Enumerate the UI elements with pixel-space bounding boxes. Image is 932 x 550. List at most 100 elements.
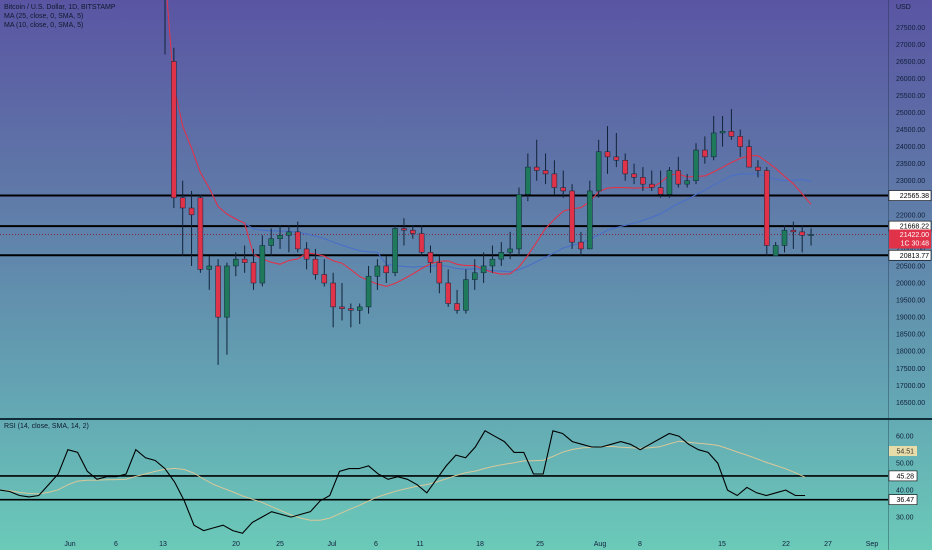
- x-tick-label: 25: [536, 541, 544, 548]
- level-price-label: 20813.77: [900, 253, 929, 260]
- candle-down: [445, 282, 451, 304]
- candle-down: [348, 308, 354, 311]
- candle-up: [480, 265, 487, 274]
- candle-up: [498, 252, 505, 260]
- candle-down: [675, 170, 682, 185]
- price-tick-label: 23000.00: [896, 178, 925, 185]
- last-price-label: 21422.00: [900, 232, 929, 239]
- price-tick-label: 18000.00: [896, 349, 925, 356]
- candle-down: [197, 197, 204, 270]
- x-tick-label: Aug: [594, 541, 607, 548]
- price-tick-label: 27500.00: [896, 25, 925, 32]
- price-pane[interactable]: [0, 0, 888, 365]
- candle-down: [755, 166, 761, 171]
- candle-up: [693, 149, 699, 181]
- x-tick-label: 6: [374, 541, 378, 548]
- candle-down: [303, 248, 310, 260]
- candle-up: [463, 279, 469, 311]
- countdown-label: 1C 30:48: [901, 241, 930, 248]
- candle-down: [702, 149, 708, 158]
- price-tick-label: 17500.00: [896, 366, 925, 373]
- x-tick-label: Jun: [64, 541, 75, 548]
- rsi-tick-label: 50.00: [896, 461, 914, 468]
- candle-up: [684, 180, 690, 185]
- rsi-ma-tag: [889, 445, 917, 456]
- price-tick-label: 20500.00: [896, 263, 925, 270]
- candle-down: [578, 241, 584, 250]
- level-price-tag: [888, 249, 932, 261]
- candle-down: [604, 151, 611, 158]
- candle-down: [737, 136, 743, 147]
- candle-down: [410, 229, 416, 234]
- price-tick-label: 20000.00: [896, 281, 925, 288]
- candle-up: [259, 245, 266, 284]
- x-tick-label: Sep: [866, 541, 879, 548]
- price-tick-label: 25500.00: [896, 93, 925, 100]
- x-tick-label: 27: [824, 541, 832, 548]
- candle-down: [613, 156, 620, 161]
- candle-down: [215, 265, 221, 318]
- candle-up: [516, 194, 522, 250]
- rsi-line: [0, 430, 806, 534]
- price-tick-label: 16500.00: [896, 400, 925, 407]
- candle-down: [418, 233, 425, 253]
- candle-up: [286, 231, 292, 236]
- price-tick-label: 17000.00: [896, 383, 925, 390]
- price-tick-label: 26000.00: [896, 76, 925, 83]
- price-tick-label: 18500.00: [896, 332, 925, 339]
- price-tick-label: 19000.00: [896, 315, 925, 322]
- candle-down: [241, 258, 248, 263]
- rsi-tick-label: 60.00: [896, 434, 914, 441]
- candle-up: [489, 258, 496, 267]
- ma-10-legend: MA (10, close, 0, SMA, 5): [4, 22, 84, 29]
- rsi-level-label: 45.28: [896, 473, 914, 480]
- candle-up: [233, 258, 239, 267]
- x-tick-label: 18: [476, 541, 484, 548]
- candle-down: [436, 262, 443, 284]
- candle-down: [790, 229, 797, 233]
- price-tick-label: 22000.00: [896, 212, 925, 219]
- rsi-tick-label: 30.00: [896, 515, 914, 522]
- candle-up: [666, 170, 673, 195]
- x-tick-label: 15: [718, 541, 726, 548]
- candle-up: [587, 190, 593, 250]
- candle-up: [719, 131, 726, 134]
- candle-down: [250, 262, 257, 284]
- x-tick-label: 20: [232, 541, 240, 548]
- ma-10-line: [166, 0, 812, 287]
- x-tick-label: 11: [416, 541, 423, 548]
- rsi-level-tag: [888, 470, 918, 482]
- candle-up: [781, 229, 788, 246]
- x-tick-label: Jul: [328, 541, 337, 548]
- candle-up: [595, 151, 602, 192]
- ma-25-line: [166, 0, 812, 273]
- pane-separator[interactable]: [0, 418, 932, 420]
- rsi-pane[interactable]: [0, 430, 888, 534]
- candle-down: [551, 173, 558, 188]
- candle-down: [401, 228, 407, 231]
- candle-down: [560, 187, 566, 192]
- price-tick-label: 25000.00: [896, 110, 925, 117]
- rsi-ma-line: [0, 440, 806, 521]
- candle-down: [533, 166, 540, 171]
- price-tick-label: 26500.00: [896, 59, 925, 66]
- candle-down: [649, 183, 655, 188]
- x-tick-label: 22: [782, 541, 790, 548]
- candle-down: [339, 306, 345, 309]
- candle-up: [374, 265, 381, 277]
- candle-down: [330, 282, 336, 308]
- level-price-label: 22565.38: [900, 193, 929, 200]
- price-tick-label: 24500.00: [896, 127, 925, 134]
- candle-up: [507, 248, 513, 253]
- candle-up: [268, 238, 274, 246]
- candle-down: [312, 258, 319, 275]
- candle-down: [454, 303, 460, 311]
- rsi-tick-label: 40.00: [896, 488, 914, 495]
- price-tick-label: 23500.00: [896, 161, 925, 168]
- price-tick-label: 19500.00: [896, 298, 925, 305]
- candle-up: [472, 272, 478, 280]
- last-price-tag: [889, 229, 931, 249]
- symbol-title: Bitcoin / U.S. Dollar, 1D, BITSTAMP: [4, 4, 116, 11]
